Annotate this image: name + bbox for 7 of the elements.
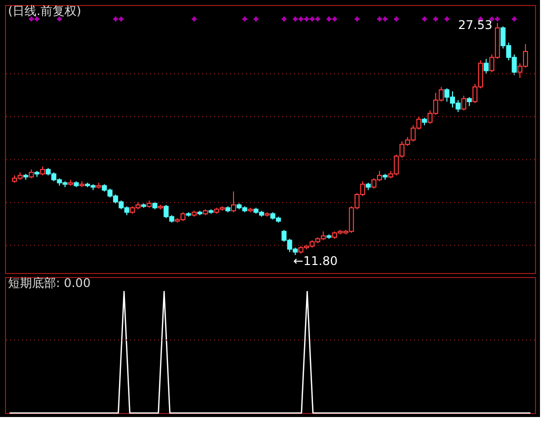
candlestick — [231, 191, 236, 213]
chart-title: (日线.前复权) — [8, 4, 82, 18]
candlestick — [484, 58, 489, 74]
candlestick — [461, 95, 466, 111]
chart-title: 短期底部: 0.00 — [8, 276, 91, 290]
annotation: ←11.80 — [293, 254, 338, 268]
annotation: 27.53 — [458, 18, 492, 32]
